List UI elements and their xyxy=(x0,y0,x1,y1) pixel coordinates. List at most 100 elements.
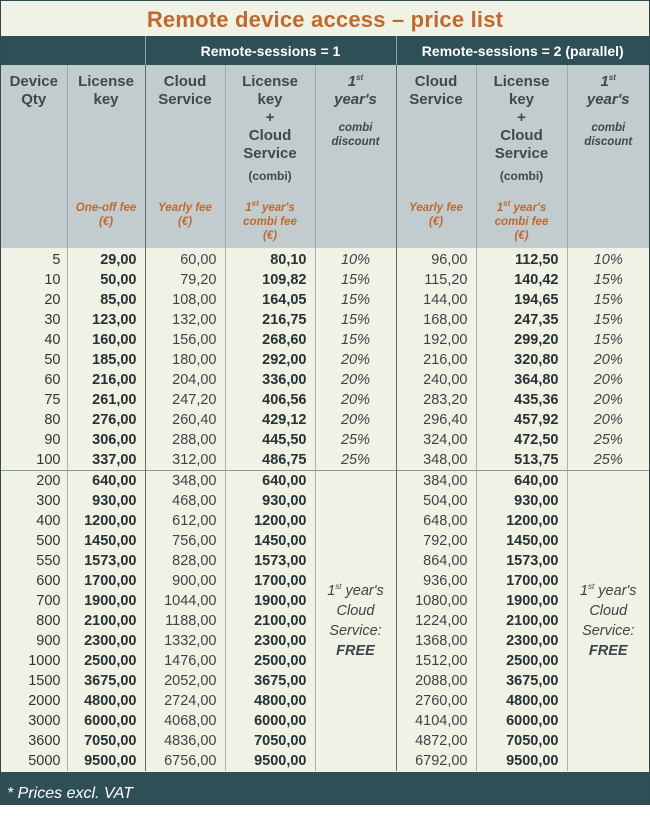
sessions-1-header: Remote-sessions = 1 xyxy=(145,36,397,65)
qty-cell: 3600 xyxy=(1,731,68,751)
qty-cell: 90 xyxy=(1,430,68,450)
discount-1-cell: 15% xyxy=(315,330,397,350)
discount-1-cell: 15% xyxy=(315,270,397,290)
combi-fee-2-cell: 7050,00 xyxy=(476,731,568,751)
discount-1-cell: 10% xyxy=(315,248,397,270)
license-fee-cell: 216,00 xyxy=(67,370,146,390)
table-row: 80 276,00 260,40 429,12 20% 296,40 457,92 20% xyxy=(1,410,649,430)
qty-cell: 500 xyxy=(1,531,68,551)
license-fee-cell: 185,00 xyxy=(67,350,146,370)
discount-1-cell: 20% xyxy=(315,390,397,410)
combi-fee-2-cell: 1450,00 xyxy=(476,531,568,551)
cloud-fee-2-cell: 4104,00 xyxy=(396,711,477,731)
license-fee-cell: 9500,00 xyxy=(67,751,146,771)
cloud-fee-1-cell: 468,00 xyxy=(145,491,226,511)
cloud-header-1: Cloud Service Yearly fee (€) xyxy=(145,65,226,248)
table-row: 700 1900,00 1044,00 1900,00 1080,00 1900,00 xyxy=(1,591,649,611)
qty-cell: 800 xyxy=(1,611,68,631)
cloud-fee-1-cell: 348,00 xyxy=(145,470,226,491)
cloud-fee-1-cell: 79,20 xyxy=(145,270,226,290)
qty-cell: 550 xyxy=(1,551,68,571)
combi-fee-1-cell: 164,05 xyxy=(225,290,316,310)
license-fee-cell: 1450,00 xyxy=(67,531,146,551)
discount-1-cell: 25% xyxy=(315,450,397,471)
combi-fee-2-cell: 4800,00 xyxy=(476,691,568,711)
license-header-line1: License xyxy=(78,73,134,90)
table-row: 1500 3675,00 2052,00 3675,00 2088,00 3675,00 xyxy=(1,671,649,691)
table-row: 5 29,00 60,00 80,10 10% 96,00 112,50 10% xyxy=(1,248,649,270)
table-row: 100 337,00 312,00 486,75 25% 348,00 513,75 25% xyxy=(1,450,649,471)
table-row: 5000 9500,00 6756,00 9500,00 6792,00 9500,00 xyxy=(1,751,649,771)
combi-fee-2-cell: 472,50 xyxy=(476,430,568,450)
cloud-fee-1-cell: 260,40 xyxy=(145,410,226,430)
combi-fee-2-cell: 1900,00 xyxy=(476,591,568,611)
license-fee-cell: 3675,00 xyxy=(67,671,146,691)
cloud-fee-1-cell: 247,20 xyxy=(145,390,226,410)
discount-2-cell: 20% xyxy=(593,372,623,388)
license-fee-cell: 4800,00 xyxy=(67,691,146,711)
combi-fee-2-cell: 1573,00 xyxy=(476,551,568,571)
combi-fee-label-2: 1st year's combi fee (€) xyxy=(494,199,549,242)
cloud-fee-2-cell: 648,00 xyxy=(396,511,477,531)
combi-fee-1-cell: 6000,00 xyxy=(225,711,316,731)
discount-1-cell: 20% xyxy=(315,350,397,370)
license-fee-cell: 276,00 xyxy=(67,410,146,430)
discount-1-cell: 15% xyxy=(315,310,397,330)
discount-2-cell: 25% xyxy=(593,452,623,468)
combi-fee-1-cell: 9500,00 xyxy=(225,751,316,771)
cloud-fee-2-cell: 1368,00 xyxy=(396,631,477,651)
table-row: 400 1200,00 612,00 1200,00 648,00 1200,00 xyxy=(1,511,649,531)
license-fee-cell: 337,00 xyxy=(67,450,146,471)
cloud-fee-label-2: Yearly fee (€) xyxy=(409,202,463,228)
license-header-line2: key xyxy=(93,91,119,108)
cloud-fee-2-cell: 348,00 xyxy=(396,450,477,471)
combi-fee-2-cell: 3675,00 xyxy=(476,671,568,691)
qty-cell: 50 xyxy=(1,350,68,370)
combi-fee-2-cell: 2500,00 xyxy=(476,651,568,671)
license-fee-cell: 7050,00 xyxy=(67,731,146,751)
qty-cell: 30 xyxy=(1,310,68,330)
combi-label-2: (combi) xyxy=(499,169,544,183)
combi-fee-1-cell: 1450,00 xyxy=(225,531,316,551)
qty-header-line1: Device xyxy=(9,73,58,90)
footer-note: * Prices excl. VAT xyxy=(1,772,649,804)
discount-1-cell: 20% xyxy=(315,370,397,390)
price-table-body: 5 29,00 60,00 80,10 10% 96,00 112,50 10% 10 50,00… xyxy=(1,248,650,771)
license-fee-cell: 160,00 xyxy=(67,330,146,350)
qty-cell: 60 xyxy=(1,370,68,390)
cloud-fee-1-cell: 1332,00 xyxy=(145,631,226,651)
cloud-fee-1-cell: 756,00 xyxy=(145,531,226,551)
cloud-fee-2-cell: 792,00 xyxy=(396,531,477,551)
cloud-fee-1-cell: 6756,00 xyxy=(145,751,226,771)
cloud-fee-2-cell: 1224,00 xyxy=(396,611,477,631)
combi-fee-2-cell: 2100,00 xyxy=(476,611,568,631)
discount-2-cell: 15% xyxy=(593,272,623,288)
combi-fee-2-cell: 1200,00 xyxy=(476,511,568,531)
combi-fee-2-cell: 364,80 xyxy=(476,370,568,390)
combi-fee-2-cell: 320,80 xyxy=(476,350,568,370)
cloud-fee-1-cell: 288,00 xyxy=(145,430,226,450)
sessions-2-header: Remote-sessions = 2 (parallel) xyxy=(396,36,650,65)
cloud-fee-2-cell: 324,00 xyxy=(396,430,477,450)
table-row: 200 640,00 348,00 640,00 1st year's Cloud Serv… xyxy=(1,470,650,771)
combi-fee-1-cell: 109,82 xyxy=(225,270,316,290)
table-row: 90 306,00 288,00 445,50 25% 324,00 472,50 25% xyxy=(1,430,649,450)
combi-fee-2-cell: 299,20 xyxy=(476,330,568,350)
cloud-fee-2-cell: 2088,00 xyxy=(396,671,477,691)
discount-2-cell: 20% xyxy=(593,352,623,368)
qty-cell: 100 xyxy=(1,450,68,471)
cloud-fee-1-cell: 1476,00 xyxy=(145,651,226,671)
combi-fee-1-cell: 1700,00 xyxy=(225,571,316,591)
discount-2-cell: 25% xyxy=(593,432,623,448)
combi-fee-1-cell: 4800,00 xyxy=(225,691,316,711)
cloud-fee-1-cell: 1188,00 xyxy=(145,611,226,631)
cloud-fee-2-cell: 296,40 xyxy=(396,410,477,430)
cloud-fee-1-cell: 4068,00 xyxy=(145,711,226,731)
license-fee-cell: 1700,00 xyxy=(67,571,146,591)
license-header: License key One-off fee (€) xyxy=(67,65,146,248)
table-row: 3000 6000,00 4068,00 6000,00 4104,00 6000,00 xyxy=(1,711,649,731)
qty-cell: 40 xyxy=(1,330,68,350)
combi-fee-2-cell: 2300,00 xyxy=(476,631,568,651)
combi-fee-2-cell: 640,00 xyxy=(476,470,568,491)
combi-fee-1-cell: 445,50 xyxy=(225,430,316,450)
